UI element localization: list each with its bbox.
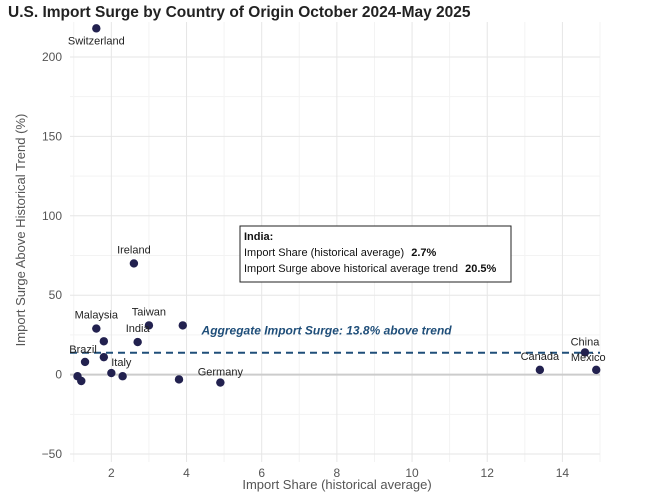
aggregate-surge-label: Aggregate Import Surge: 13.8% above tren… — [201, 324, 453, 338]
data-point-unlabeled[interactable] — [178, 321, 187, 330]
point-label-switzerland: Switzerland — [68, 35, 125, 47]
data-point-ireland[interactable] — [129, 259, 139, 268]
y-tick-label: −50 — [42, 447, 63, 461]
tooltip-india: India: Import Share (historical average)… — [239, 225, 512, 283]
y-tick-label: 200 — [42, 50, 62, 64]
point-label-mexico: Mexico — [571, 352, 606, 364]
point-label-italy: Italy — [111, 357, 132, 369]
data-point-unlabeled[interactable] — [118, 372, 127, 381]
x-tick-labels: 2 4 6 8 10 12 14 — [108, 466, 569, 480]
data-point-unlabeled[interactable] — [99, 352, 109, 362]
point-label-germany: Germany — [198, 367, 244, 379]
point-label-brazil: Brazil — [69, 344, 97, 356]
data-point-unlabeled[interactable] — [174, 375, 184, 384]
data-point-unlabeled[interactable] — [99, 337, 109, 346]
data-point-malaysia[interactable] — [92, 324, 101, 333]
tooltip-line-1-value: 2.7% — [411, 247, 436, 259]
x-tick-label: 4 — [183, 466, 190, 480]
tooltip-line-1-label: Import Share (historical average) — [244, 247, 404, 259]
y-tick-label: 150 — [42, 129, 62, 143]
data-point-mexico[interactable] — [592, 365, 601, 375]
data-point-china[interactable] — [580, 348, 590, 357]
tooltip-line-2: Import Surge above historical average tr… — [244, 263, 496, 275]
chart-title: U.S. Import Surge by Country of Origin O… — [8, 4, 471, 21]
x-tick-label: 12 — [481, 466, 495, 480]
x-axis-label: Import Share (historical average) — [242, 477, 431, 492]
y-tick-label: 100 — [42, 209, 62, 223]
tooltip-line-2-value: 20.5% — [465, 263, 496, 275]
y-tick-labels: −50 0 50 100 150 200 — [42, 50, 63, 461]
data-point-germany[interactable] — [216, 378, 225, 387]
x-tick-label: 8 — [334, 466, 341, 480]
tooltip-line-2-label: Import Surge above historical average tr… — [244, 263, 458, 275]
x-tick-label: 10 — [405, 466, 419, 480]
point-label-canada: Canada — [521, 351, 560, 363]
tooltip-line-1: Import Share (historical average) 2.7% — [244, 247, 437, 259]
y-tick-label: 50 — [49, 288, 63, 302]
data-point-brazil[interactable] — [80, 357, 90, 367]
y-tick-label: 0 — [55, 368, 62, 382]
point-label-india: India — [126, 323, 151, 335]
x-tick-label: 14 — [556, 466, 570, 480]
data-point-canada[interactable] — [535, 365, 545, 375]
data-points — [73, 24, 601, 387]
data-point-taiwan[interactable] — [144, 321, 154, 330]
point-label-malaysia: Malaysia — [75, 310, 119, 322]
x-tick-label: 6 — [258, 466, 265, 480]
point-labels: Switzerland Ireland Malaysia Taiwan India Bra… — [68, 35, 606, 378]
data-point-unlabeled[interactable] — [77, 376, 86, 386]
data-point-switzerland[interactable] — [92, 24, 101, 33]
tooltip-title: India: — [244, 231, 273, 243]
point-label-china: China — [571, 336, 601, 348]
x-tick-label: 2 — [108, 466, 115, 480]
data-point-italy[interactable] — [107, 368, 116, 378]
point-label-taiwan: Taiwan — [132, 306, 166, 318]
y-axis-label: Import Surge Above Historical Trend (%) — [13, 114, 28, 347]
data-point-india[interactable] — [133, 337, 142, 347]
point-label-ireland: Ireland — [117, 244, 151, 256]
